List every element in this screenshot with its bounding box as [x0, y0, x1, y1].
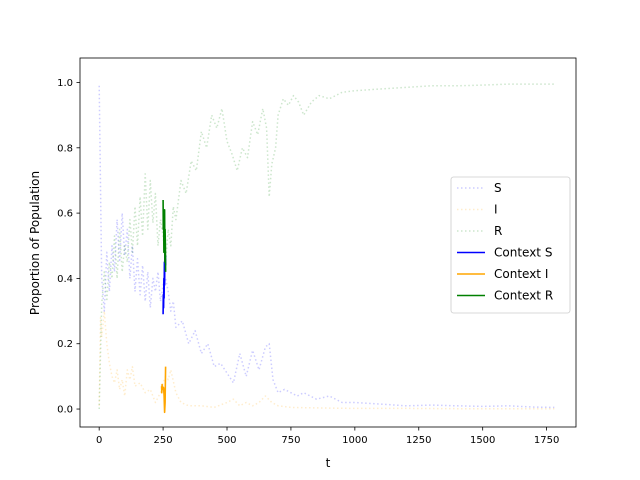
- series-layer: [98, 83, 555, 414]
- y-tick-label: 0.2: [57, 339, 73, 350]
- y-axis: 0.0 0.2 0.4 0.6 0.8 1.0: [57, 78, 80, 416]
- x-tick-label: 1000: [342, 435, 367, 446]
- y-axis-label: Proportion of Population: [28, 171, 42, 315]
- legend-label: S: [494, 181, 502, 195]
- x-axis: 0 250 500 750 1000 1250 1500 1750: [96, 427, 559, 446]
- series-line-context-i: [160, 366, 167, 414]
- legend-box: [450, 176, 571, 314]
- series-line-i: [98, 310, 555, 410]
- x-tick-label: 0: [96, 435, 102, 446]
- y-tick-label: 1.0: [57, 78, 73, 89]
- x-tick-label: 1750: [534, 435, 559, 446]
- plot-frame: [79, 57, 577, 428]
- axes-frame: [79, 57, 577, 428]
- legend: SIR Context S Context I Context R: [450, 176, 571, 314]
- x-tick-label: 500: [217, 435, 236, 446]
- series-line-context-r: [162, 199, 167, 272]
- x-tick-label: 1500: [470, 435, 495, 446]
- x-tick-label: 1250: [406, 435, 431, 446]
- legend-label: Context I: [494, 267, 548, 281]
- y-tick-label: 0.0: [57, 405, 73, 416]
- x-tick-label: 750: [281, 435, 300, 446]
- legend-label: R: [494, 224, 502, 238]
- legend-label: I: [494, 203, 498, 217]
- y-tick-label: 0.4: [57, 274, 73, 285]
- legend-label: Context R: [494, 289, 553, 303]
- x-axis-label: t: [326, 456, 331, 470]
- x-tick-label: 250: [154, 435, 173, 446]
- y-tick-label: 0.8: [57, 143, 73, 154]
- y-tick-label: 0.6: [57, 209, 73, 220]
- legend-label: Context S: [494, 246, 552, 260]
